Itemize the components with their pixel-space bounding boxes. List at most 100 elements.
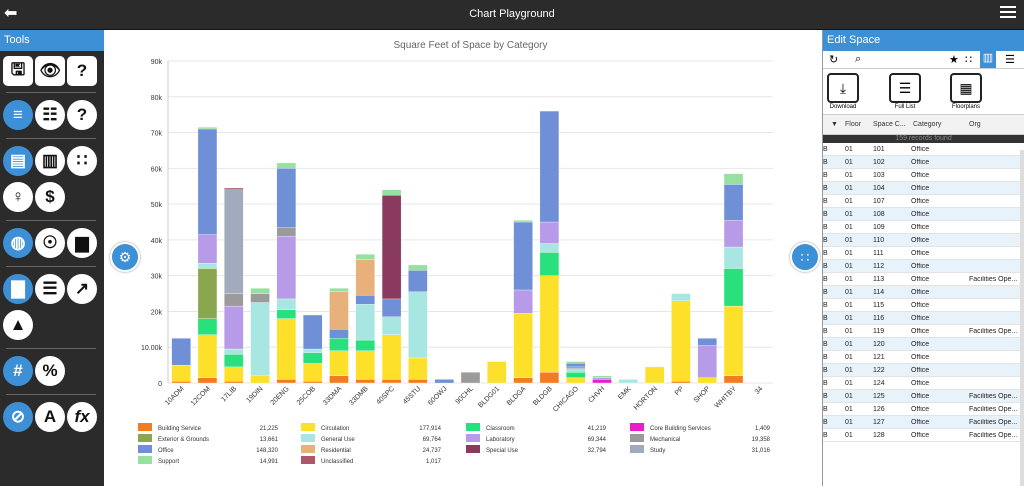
hierarchy-icon[interactable]: ☷ xyxy=(35,100,65,130)
bar-segment[interactable] xyxy=(723,184,744,221)
bar-segment[interactable] xyxy=(723,375,744,384)
tree-icon[interactable]: ≡ xyxy=(3,100,33,130)
bar-segment[interactable] xyxy=(487,361,507,384)
bar-segment[interactable] xyxy=(329,291,349,330)
bar-segment[interactable] xyxy=(171,364,191,382)
bar-segment[interactable] xyxy=(250,293,270,303)
bar-segment[interactable] xyxy=(697,377,717,384)
table-row[interactable]: B 01 126 Office Facilities Ope... xyxy=(823,403,1024,416)
bar-segment[interactable] xyxy=(566,366,586,369)
bar-segment[interactable] xyxy=(566,377,586,384)
bar-segment[interactable] xyxy=(671,293,691,301)
bar-segment[interactable] xyxy=(276,298,297,310)
full-list-icon[interactable]: ☰ xyxy=(889,73,921,103)
download-icon[interactable]: ⤓ xyxy=(827,73,859,103)
bar-segment[interactable] xyxy=(197,127,218,130)
bar-segment[interactable] xyxy=(276,318,297,380)
folder-tree-icon[interactable]: ▤ xyxy=(3,146,33,176)
list-view-icon[interactable]: ☰ xyxy=(1005,54,1015,66)
bar-segment[interactable] xyxy=(329,288,349,292)
table-row[interactable]: B 01 111 Office xyxy=(823,247,1024,260)
bar-segment[interactable] xyxy=(566,368,586,373)
bar-segment[interactable] xyxy=(355,259,375,296)
bar-segment[interactable] xyxy=(539,221,560,244)
bar-segment[interactable] xyxy=(539,275,560,373)
bar-segment[interactable] xyxy=(355,379,375,384)
bar-segment[interactable] xyxy=(539,243,560,253)
table-row[interactable]: B 01 128 Office Facilities Ope... xyxy=(823,429,1024,442)
function-icon[interactable]: fx xyxy=(67,402,97,432)
table-row[interactable]: B 01 102 Office xyxy=(823,156,1024,169)
bar-segment[interactable] xyxy=(197,318,218,335)
panel-view-icon[interactable]: ▥ xyxy=(980,51,996,68)
table-row[interactable]: B 01 125 Office Facilities Ope... xyxy=(823,390,1024,403)
bar-segment[interactable] xyxy=(355,295,375,305)
table-row[interactable]: B 01 113 Office Facilities Ope... xyxy=(823,273,1024,286)
bar-segment[interactable] xyxy=(329,350,349,376)
hash-icon[interactable]: # xyxy=(3,356,33,386)
bar-segment[interactable] xyxy=(723,268,744,307)
bar-segment[interactable] xyxy=(303,363,323,382)
bar-segment[interactable] xyxy=(224,189,244,294)
bar-segment[interactable] xyxy=(381,334,402,380)
bar-segment[interactable] xyxy=(355,254,375,260)
table-row[interactable]: B 01 109 Office xyxy=(823,221,1024,234)
bar-segment[interactable] xyxy=(197,377,218,384)
bar-segment[interactable] xyxy=(539,252,560,276)
table-row[interactable]: B 01 121 Office xyxy=(823,351,1024,364)
building-icon[interactable]: ▆ xyxy=(67,228,97,258)
bar-segment[interactable] xyxy=(566,363,586,368)
bar-segment[interactable] xyxy=(197,334,218,378)
compass-icon[interactable]: ☉ xyxy=(35,228,65,258)
bar-segment[interactable] xyxy=(303,352,323,364)
bar-segment[interactable] xyxy=(592,375,612,378)
bar-segment[interactable] xyxy=(224,305,244,350)
bar-chart-icon[interactable]: ▇ xyxy=(3,274,33,304)
bar-segment[interactable] xyxy=(408,291,428,359)
bar-segment[interactable] xyxy=(224,354,244,368)
bar-segment[interactable] xyxy=(408,270,428,292)
bar-segment[interactable] xyxy=(355,339,375,351)
bar-segment[interactable] xyxy=(697,345,717,378)
table-row[interactable]: B 01 107 Office xyxy=(823,195,1024,208)
bar-segment[interactable] xyxy=(197,234,218,264)
bar-segment[interactable] xyxy=(355,350,375,380)
search-icon[interactable]: ⌕ xyxy=(855,53,862,65)
table-row[interactable]: B 01 108 Office xyxy=(823,208,1024,221)
grid-toggle-icon[interactable]: ∷ xyxy=(790,242,820,272)
bar-segment[interactable] xyxy=(197,128,218,235)
bar-segment[interactable] xyxy=(303,314,323,350)
bar-segment[interactable] xyxy=(539,372,560,384)
percent-icon[interactable]: % xyxy=(35,356,65,386)
table-row[interactable]: B 01 120 Office xyxy=(823,338,1024,351)
arrow-left-icon[interactable]: ⬅ xyxy=(4,5,18,22)
bar-segment[interactable] xyxy=(250,288,270,294)
horizontal-bar-icon[interactable]: ☰ xyxy=(35,274,65,304)
bar-segment[interactable] xyxy=(303,348,323,353)
bar-segment[interactable] xyxy=(381,316,402,335)
bar-segment[interactable] xyxy=(513,289,533,314)
bar-segment[interactable] xyxy=(539,110,560,223)
bar-segment[interactable] xyxy=(434,379,454,384)
settings-gears-icon[interactable]: ⚙ xyxy=(110,242,140,272)
bar-segment[interactable] xyxy=(513,221,533,291)
bar-segment[interactable] xyxy=(355,304,375,341)
bar-segment[interactable] xyxy=(723,305,744,376)
table-row[interactable]: B 01 103 Office xyxy=(823,169,1024,182)
bar-segment[interactable] xyxy=(329,329,349,339)
help-icon-2[interactable]: ? xyxy=(67,100,97,130)
table-row[interactable]: B 01 124 Office xyxy=(823,377,1024,390)
bar-segment[interactable] xyxy=(592,377,612,380)
bar-segment[interactable] xyxy=(171,381,191,384)
bar-segment[interactable] xyxy=(723,246,744,269)
bar-segment[interactable] xyxy=(697,338,717,346)
table-row[interactable]: B 01 122 Office xyxy=(823,364,1024,377)
table-row[interactable]: B 01 127 Office Facilities Ope... xyxy=(823,416,1024,429)
bar-segment[interactable] xyxy=(224,348,244,355)
chair-icon[interactable]: ♀ xyxy=(3,182,33,212)
bar-segment[interactable] xyxy=(566,361,586,364)
grid-view-icon[interactable]: ∷ xyxy=(965,54,972,66)
line-chart-icon[interactable]: ↗ xyxy=(67,274,97,304)
col-space[interactable]: Space C... xyxy=(873,121,906,128)
help-icon[interactable]: ? xyxy=(67,56,97,86)
